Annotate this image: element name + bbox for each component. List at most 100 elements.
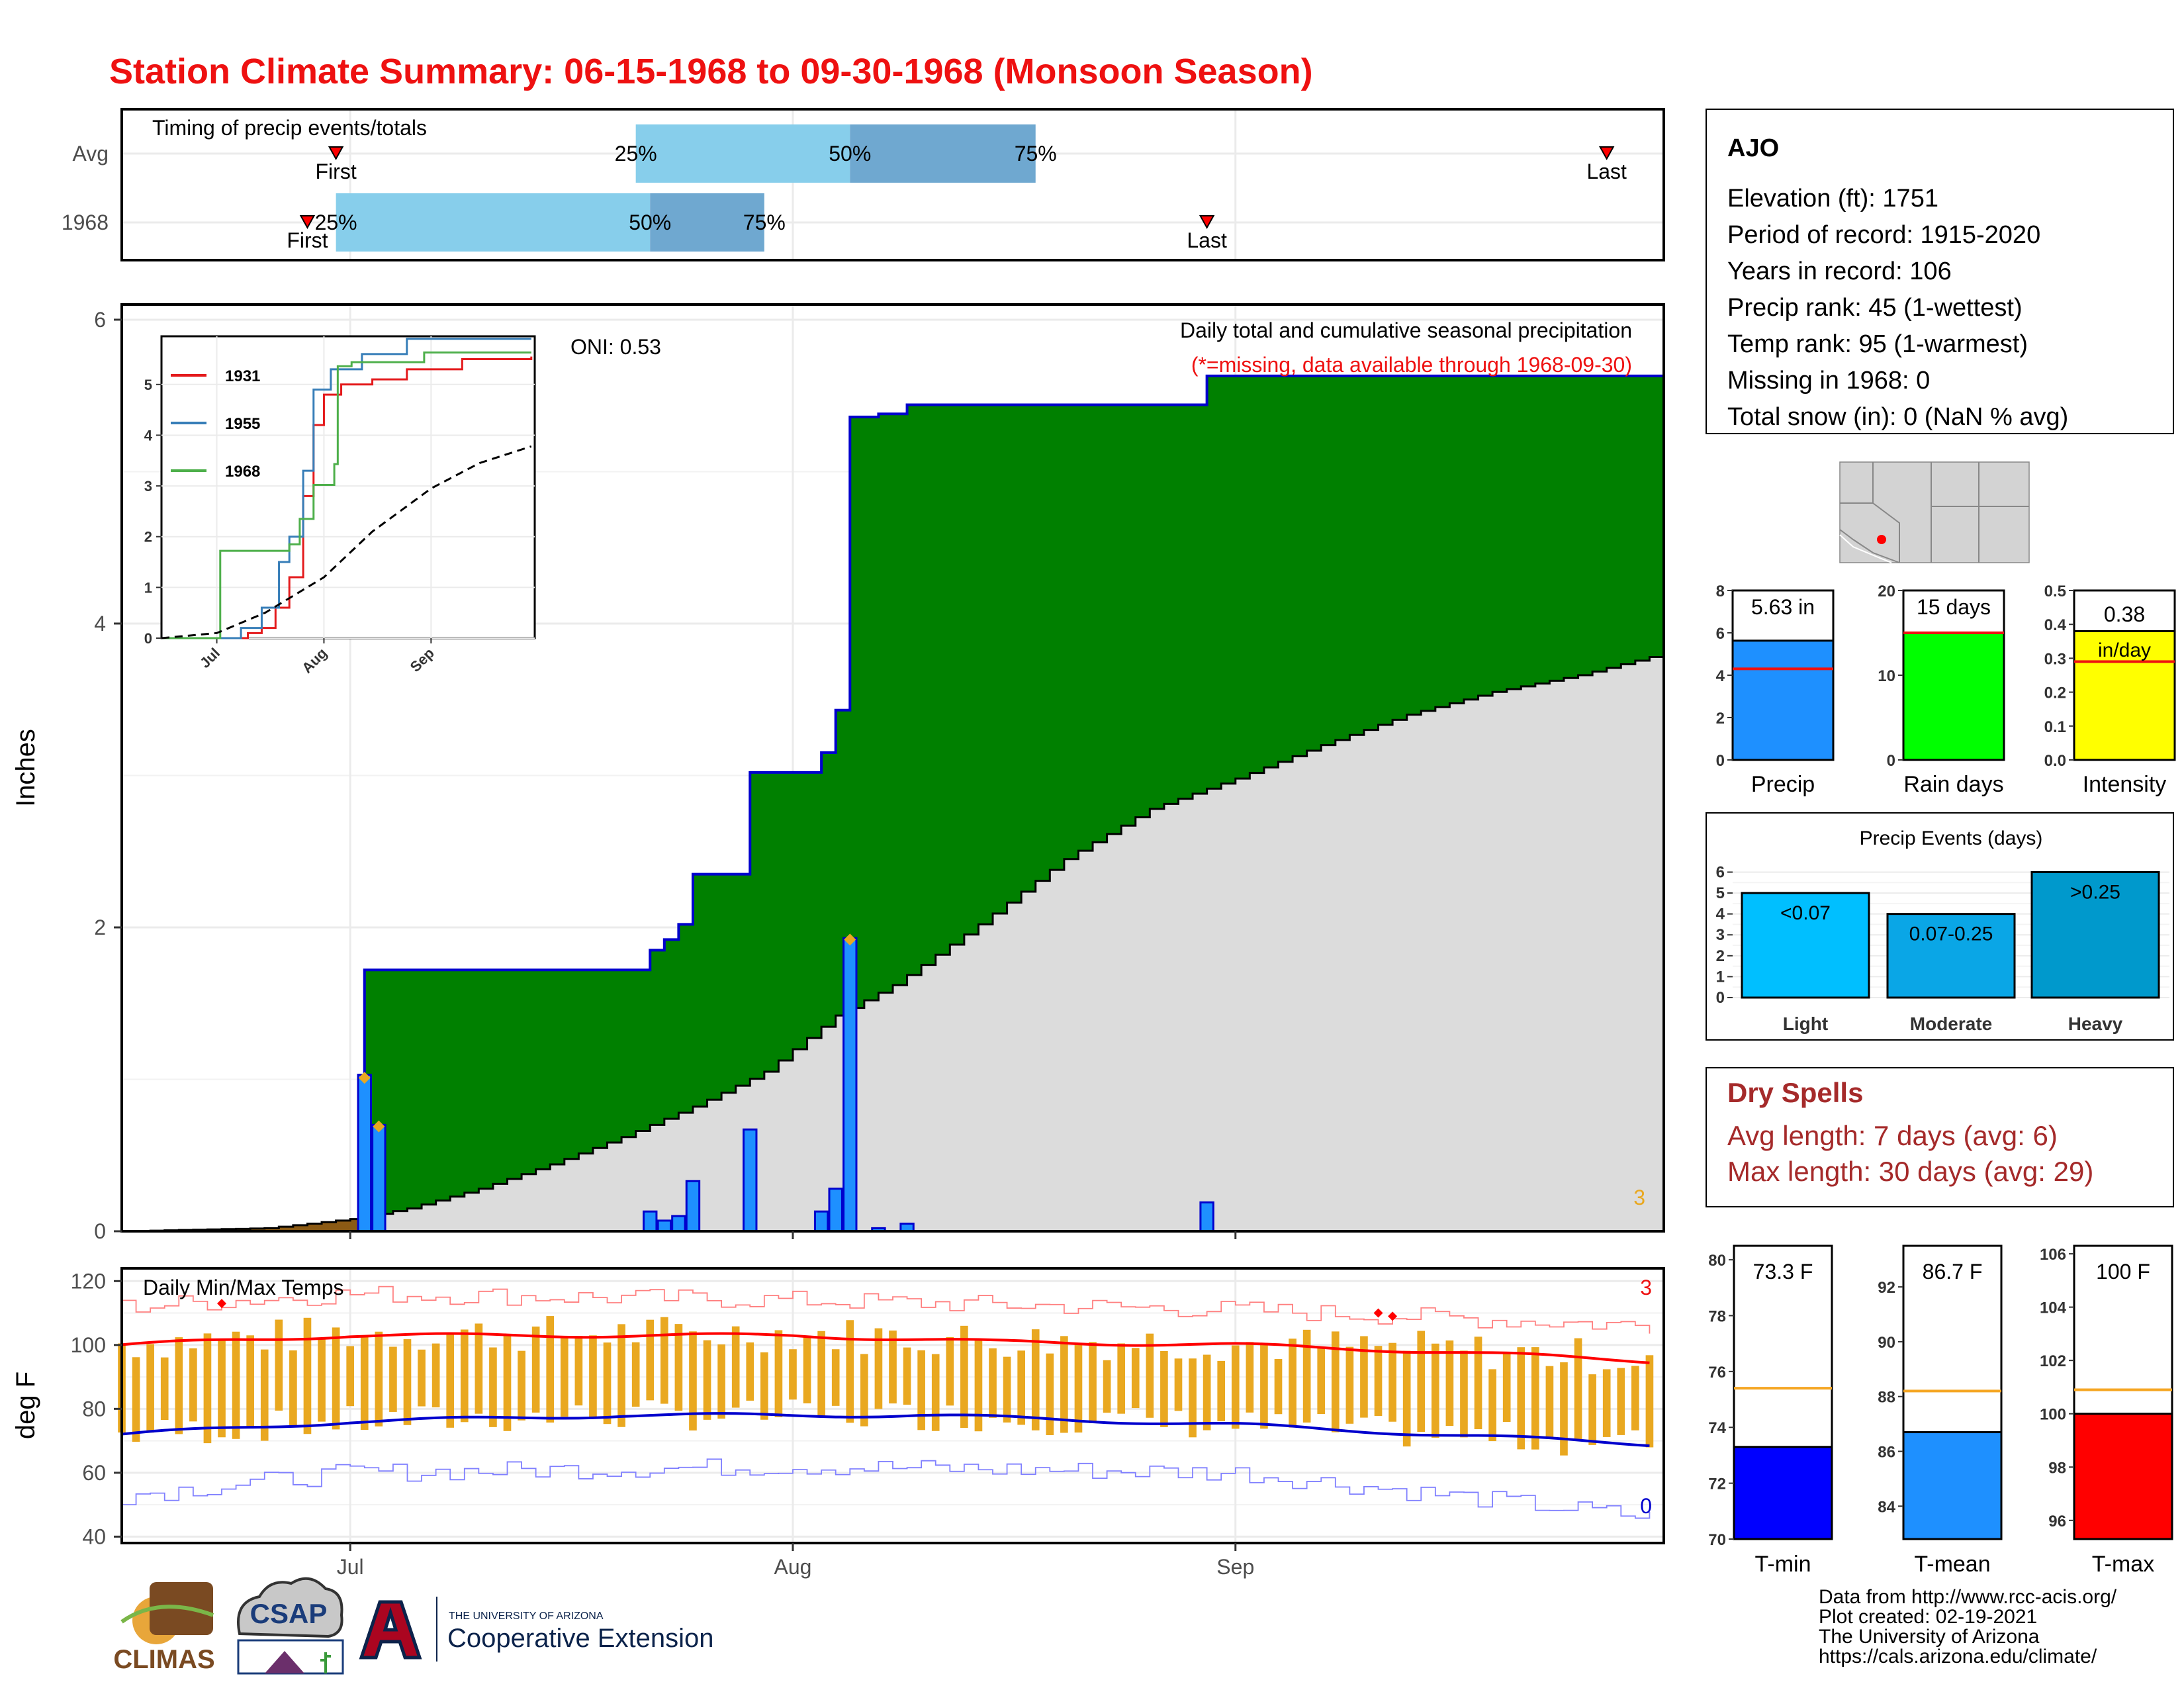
daily-temp-range-bar [960, 1325, 968, 1429]
mini-bar-value-unit: in/day [2098, 639, 2151, 661]
daily-record-marker [844, 933, 856, 946]
daily-temp-range-bar [418, 1349, 426, 1407]
daily-temp-range-bar [275, 1319, 283, 1411]
daily-temp-range-bar [1374, 1346, 1383, 1416]
daily-temp-range-bar [1131, 1348, 1140, 1409]
temp-count-low: 0 [1640, 1494, 1652, 1518]
daily-temp-range-bar [1074, 1344, 1083, 1433]
temp-y-tick-label: 120 [71, 1269, 106, 1293]
temp-x-tick-label: Jul [337, 1555, 364, 1579]
temp-bar-axis-label: T-mean [1914, 1552, 1990, 1577]
temp-bar-tick-label: 86 [1878, 1444, 1895, 1462]
daily-temp-range-bar [1046, 1353, 1054, 1435]
daily-temp-range-bar [531, 1326, 540, 1413]
daily-temp-range-bar [1089, 1342, 1097, 1423]
temp-bar-axis-label: T-max [2092, 1552, 2154, 1577]
climas-logo-text: CLIMAS [113, 1645, 214, 1674]
credit-line-3: https://cals.arizona.edu/climate/ [1819, 1646, 2097, 1667]
daily-temp-range-bar [203, 1333, 212, 1444]
timing-p50-label: 50% [829, 142, 871, 165]
temp-bar-tick-label: 92 [1878, 1279, 1895, 1297]
dry-spells-box: Dry Spells Avg length: 7 days (avg: 6) M… [1706, 1067, 2174, 1207]
daily-temp-range-bar [346, 1346, 355, 1407]
inset-y-tick-label: 2 [144, 529, 152, 545]
timing-p25-label: 25% [315, 211, 357, 234]
temp-y-axis: 40 60 80 100 120 [71, 1269, 122, 1548]
daily-temp-range-bar [1146, 1333, 1154, 1418]
station-line-3: Precip rank: 45 (1-wettest) [1727, 294, 2023, 322]
precip-panel: 0 2 4 6 Inches Daily total and cumulative s… [11, 303, 1665, 1243]
mini-bar-value-label: 5.63 in [1751, 595, 1815, 619]
daily-temp-range-bar [931, 1354, 940, 1431]
oni-label: ONI: 0.53 [570, 335, 661, 359]
temp-y-tick-label: 40 [82, 1524, 106, 1548]
record-high-marker [1388, 1311, 1398, 1321]
timing-panel: Timing of precip events/totals Avg 25% 50%… [62, 108, 1665, 261]
daily-temp-range-bar [1289, 1338, 1297, 1428]
daily-temp-range-bar [631, 1342, 640, 1407]
inset-y-tick-label: 1 [144, 579, 152, 596]
locator-map [1839, 461, 2030, 563]
page-title: Station Climate Summary: 06-15-1968 to 0… [109, 52, 1313, 91]
daily-temp-range-bar [260, 1349, 269, 1441]
events-bar-moderate [1886, 913, 2016, 999]
daily-temp-range-bar [889, 1330, 897, 1404]
inset-series-1955 [161, 338, 531, 639]
station-line-6: Total snow (in): 0 (NaN % avg) [1727, 403, 2068, 431]
station-location-marker [1877, 535, 1886, 544]
timing-box-q1 [635, 124, 850, 183]
mini-bar-tick-label: 0.0 [2044, 752, 2066, 770]
precip-y-tick-label: 4 [94, 612, 106, 635]
inset-frame [160, 335, 536, 639]
daily-temp-range-bar [617, 1324, 625, 1427]
credit-line-0: Data from http://www.rcc-acis.org/ [1819, 1586, 2117, 1608]
csap-logo-mountain [265, 1651, 304, 1673]
inset-y-tick-label: 4 [144, 427, 153, 444]
precip-plot [122, 374, 1662, 1233]
daily-temp-range-bar [489, 1347, 497, 1427]
daily-temp-range-bar [1488, 1369, 1496, 1442]
daily-temp-range-bar [1545, 1366, 1554, 1439]
temperature-summary-bars: 70 72 74 76 78 80 73.3 F T-min 84 86 88 90 92 86.7 F T… [1708, 1244, 2173, 1577]
timing-panel-title: Timing of precip events/totals [152, 116, 427, 140]
events-y-tick-label: 4 [1716, 906, 1725, 923]
daily-temp-range-bar [1445, 1340, 1454, 1427]
daily-temp-range-bar [375, 1331, 383, 1427]
mini-bar-tick-label: 0.3 [2044, 650, 2066, 668]
temp-bar-tick-label: 100 [2040, 1406, 2066, 1424]
temp-y-tick-label: 100 [71, 1333, 106, 1357]
mini-bar-tick-label: 0.4 [2044, 616, 2067, 634]
temp-bar-tick-label: 84 [1878, 1498, 1895, 1516]
mini-bar-intensity [2073, 630, 2176, 761]
climas-logo: CLIMAS [113, 1582, 215, 1674]
daily-precip-bar [1199, 1201, 1214, 1233]
daily-record-marker [358, 1072, 371, 1084]
timing-first-label: First [316, 160, 357, 183]
events-y-tick-label: 5 [1716, 884, 1725, 902]
daily-temp-range-bar [760, 1352, 768, 1420]
daily-temp-range-bar [831, 1349, 840, 1406]
daily-temp-range-bar [974, 1339, 983, 1432]
dry-spells-avg: Avg length: 7 days (avg: 6) [1727, 1120, 2058, 1151]
daily-temp-range-bar [746, 1342, 754, 1401]
daily-temp-range-bar [646, 1319, 655, 1401]
mini-bar-tick-label: 0 [1716, 752, 1725, 770]
daily-temp-range-bar [132, 1357, 140, 1442]
daily-temp-range-bar [146, 1344, 154, 1433]
mini-bar-tick-label: 0.2 [2044, 684, 2066, 702]
daily-temp-range-bar [475, 1323, 483, 1414]
daily-temp-range-bar [1217, 1360, 1226, 1421]
temp-bar-value-label: 86.7 F [1923, 1260, 1983, 1284]
timing-first-marker [328, 146, 344, 161]
timing-p75-label: 75% [743, 211, 786, 234]
daily-temp-range-bar [603, 1342, 612, 1425]
mini-bar-tick-label: 8 [1716, 583, 1725, 600]
daily-record-marker [373, 1120, 385, 1133]
timing-row-label: Avg [72, 142, 109, 165]
timing-last-label: Last [1586, 160, 1627, 183]
locator-map-state-borders [1839, 462, 2029, 563]
daily-temp-range-bar [160, 1357, 169, 1421]
daily-temp-range-bar [1431, 1343, 1439, 1438]
average-min-line [121, 1412, 1650, 1448]
station-line-0: Elevation (ft): 1751 [1727, 185, 1938, 212]
